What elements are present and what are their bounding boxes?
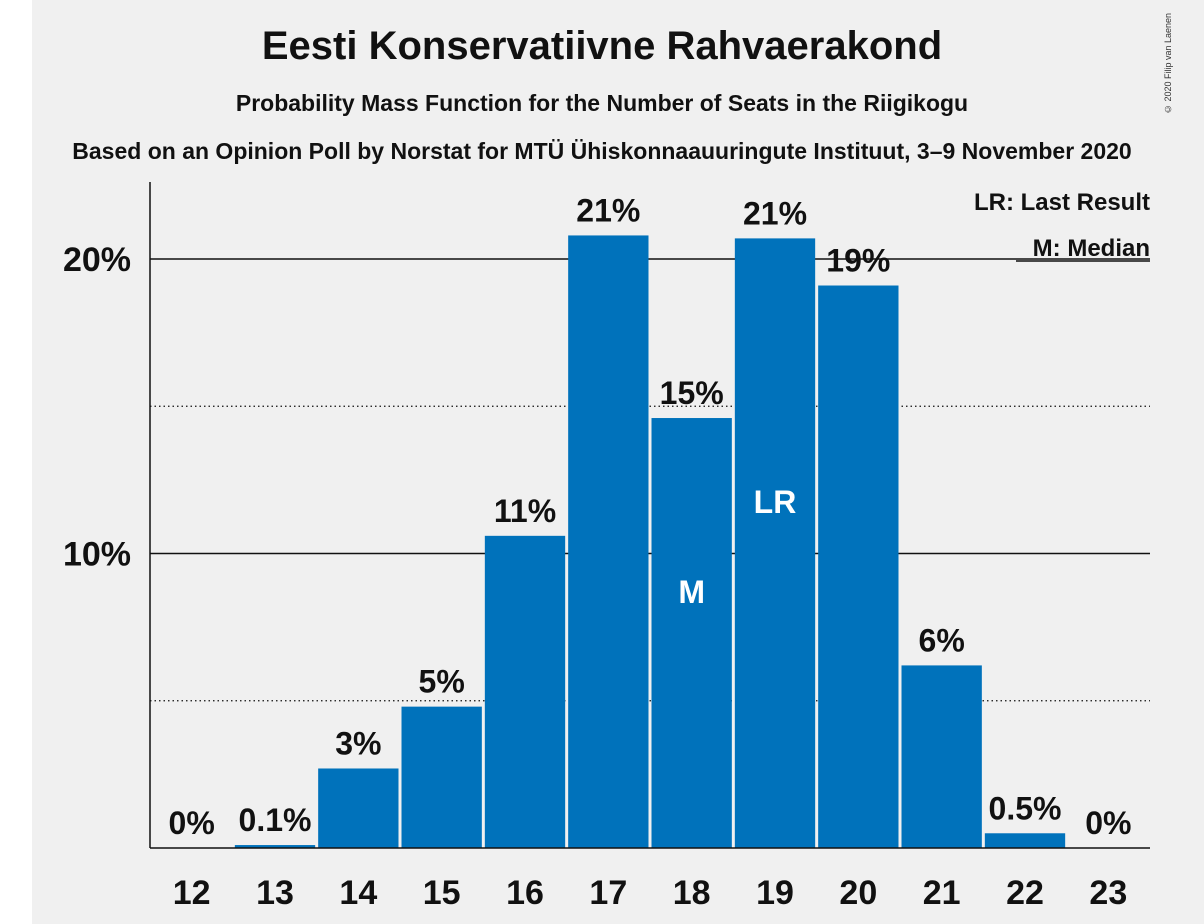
x-tick-label: 21 <box>923 874 961 912</box>
y-tick-label: 10% <box>63 536 131 574</box>
x-tick-label: 16 <box>506 874 544 912</box>
bar-21 <box>902 665 982 848</box>
y-axis-ticks: 10% 20% <box>63 241 131 574</box>
data-label-20: 19% <box>826 243 890 279</box>
x-tick-label: 19 <box>756 874 794 912</box>
bar-18 <box>652 418 732 848</box>
x-tick-label: 23 <box>1089 874 1127 912</box>
x-tick-label: 15 <box>423 874 461 912</box>
bars: 0% 0.1% 3% 5% 11% 21% 15% M 21% LR 19% 6% 0.5% 0% <box>169 192 1132 848</box>
data-label-14: 3% <box>335 725 381 761</box>
data-label-17: 21% <box>576 192 640 228</box>
data-label-23: 0% <box>1085 805 1131 841</box>
data-label-21: 6% <box>919 622 965 658</box>
x-tick-label: 14 <box>339 874 377 912</box>
data-label-18: 15% <box>660 375 724 411</box>
x-tick-label: 22 <box>1006 874 1044 912</box>
y-tick-label: 20% <box>63 241 131 279</box>
bar-20 <box>818 286 898 848</box>
data-label-15: 5% <box>419 664 465 700</box>
bar-15 <box>402 707 482 848</box>
bar-marker-lr: LR <box>754 484 797 520</box>
data-label-22: 0.5% <box>989 790 1062 826</box>
x-tick-label: 12 <box>173 874 211 912</box>
bar-16 <box>485 536 565 848</box>
bar-19 <box>735 238 815 848</box>
x-tick-label: 17 <box>589 874 627 912</box>
data-label-16: 11% <box>494 493 556 529</box>
x-axis-ticks: 12 13 14 15 16 17 18 19 20 21 22 23 <box>173 874 1127 912</box>
legend: LR: Last Result M: Median <box>974 189 1150 262</box>
gridlines <box>150 259 1150 701</box>
legend-median: M: Median <box>1033 235 1150 262</box>
data-label-12: 0% <box>169 805 215 841</box>
data-label-19: 21% <box>743 195 807 231</box>
legend-last-result: LR: Last Result <box>974 189 1150 216</box>
bar-14 <box>318 768 398 848</box>
data-label-13: 0.1% <box>239 802 312 838</box>
bar-22 <box>985 833 1065 848</box>
bar-marker-m: M <box>678 574 705 610</box>
x-tick-label: 20 <box>839 874 877 912</box>
x-tick-label: 18 <box>673 874 711 912</box>
x-tick-label: 13 <box>256 874 294 912</box>
bar-17 <box>568 235 648 848</box>
